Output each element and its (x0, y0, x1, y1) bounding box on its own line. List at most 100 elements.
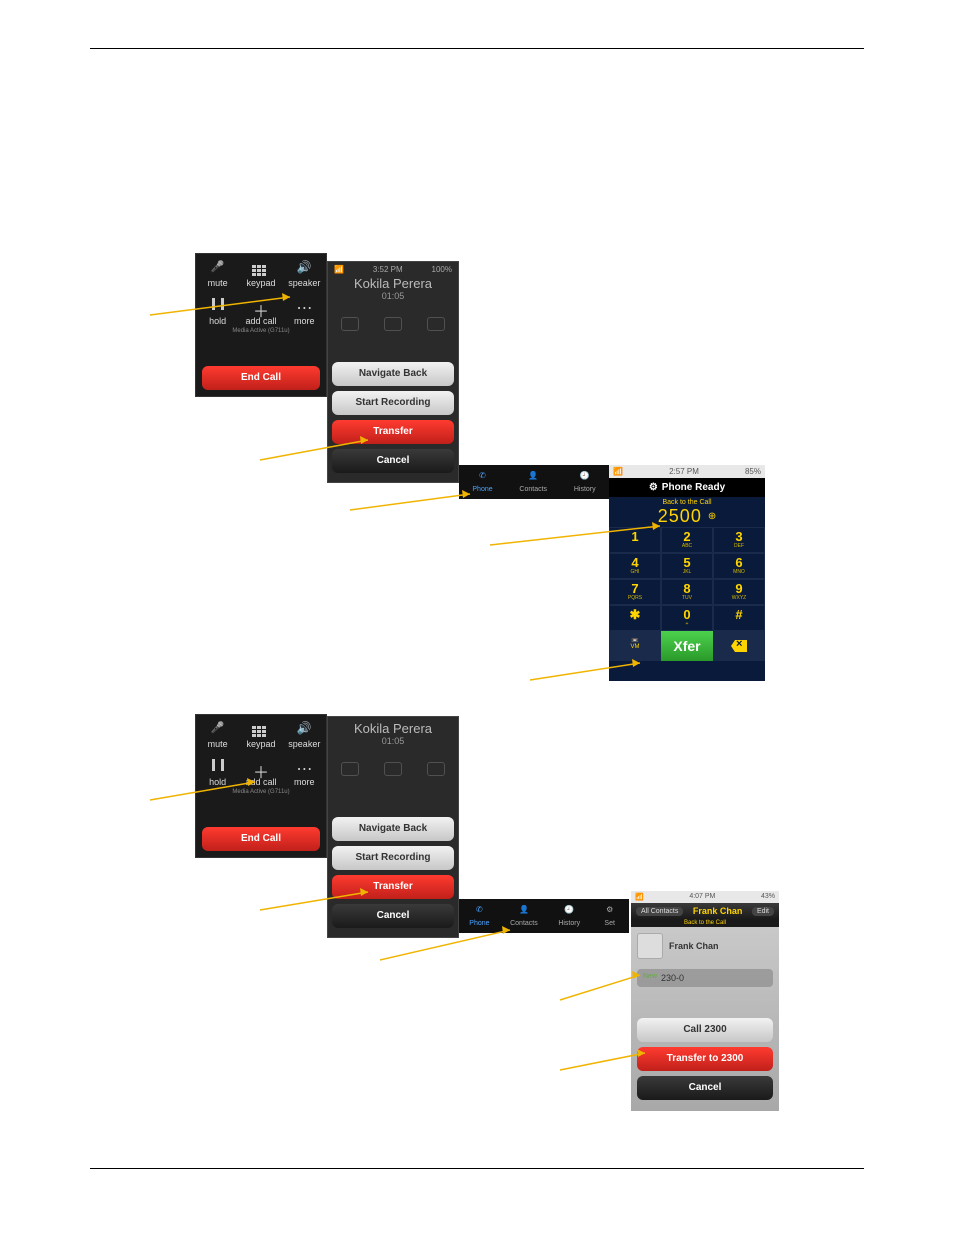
vm-label: VM (631, 644, 640, 650)
caller-name: Kokila Perera (328, 276, 458, 291)
status-time: 3:52 PM (373, 265, 403, 274)
hold-label-b: hold (209, 777, 226, 787)
transfer-button[interactable]: Transfer (332, 420, 454, 444)
incall-panel: mute keypad speaker hold add call more M… (195, 253, 327, 397)
bottom-rule (90, 1168, 864, 1169)
dialkey-#[interactable]: # (713, 605, 765, 631)
edit-button[interactable]: Edit (752, 907, 774, 916)
dialkey-4[interactable]: 4GHI (609, 553, 661, 579)
addcall-label: add call (245, 316, 276, 326)
dialkey-5[interactable]: 5JKL (661, 553, 713, 579)
addcall-label-b: add call (245, 777, 276, 787)
dialer-panel: 📶 2:57 PM 85% ⚙ Phone Ready Back to the … (609, 465, 765, 681)
nav-phone-b[interactable]: ✆ Phone (469, 905, 489, 927)
keypad-button-b[interactable]: keypad (243, 721, 279, 749)
contact-number-field[interactable]: New 230-0 (637, 969, 773, 987)
navigate-back-button[interactable]: Navigate Back (332, 362, 454, 386)
dialkey-0[interactable]: 0+ (661, 605, 713, 631)
transfer-sheet-b: Kokila Perera 01:05 Navigate Back Start … (327, 716, 459, 938)
keypad-button[interactable]: keypad (243, 260, 279, 288)
transfer-button-b[interactable]: Transfer (332, 875, 454, 899)
status-bar: 📶 3:52 PM 100% (328, 262, 458, 274)
dialkey-2[interactable]: 2ABC (661, 527, 713, 553)
all-contacts-button[interactable]: All Contacts (636, 907, 683, 916)
start-recording-button[interactable]: Start Recording (332, 391, 454, 415)
cancel-button-b[interactable]: Cancel (332, 904, 454, 928)
nav-history-b[interactable]: 🕘 History (558, 905, 580, 927)
contact-sig: 📶 (635, 893, 644, 901)
add-icon (250, 298, 272, 314)
endcall-button-b[interactable]: End Call (202, 827, 320, 851)
dim-control-row (328, 317, 458, 331)
phone-ready-bar: ⚙ Phone Ready (609, 478, 765, 497)
contact-status-bar: 📶 4:07 PM 43% (631, 891, 779, 903)
endcall-button[interactable]: End Call (202, 366, 320, 390)
speaker-label-b: speaker (288, 739, 320, 749)
addcall-button-b[interactable]: add call (243, 759, 279, 787)
mute-icon (207, 260, 229, 276)
addcall-button[interactable]: add call (243, 298, 279, 326)
contact-back-to-call[interactable]: Back to the Call (631, 919, 779, 927)
dialkey-✱[interactable]: ✱ (609, 605, 661, 631)
dialkey-7[interactable]: 7PQRS (609, 579, 661, 605)
contact-batt: 43% (761, 893, 775, 901)
phone-icon-b: ✆ (470, 905, 488, 919)
dialer-batt: 85% (745, 467, 761, 476)
mute-button[interactable]: mute (200, 260, 236, 288)
phone-ready-label: Phone Ready (662, 482, 725, 493)
hold-icon-b (207, 759, 229, 775)
nav-phone-label-b: Phone (469, 920, 489, 927)
status-batt: 100% (432, 265, 452, 274)
add-icon-b (250, 759, 272, 775)
avatar (637, 933, 663, 959)
dialkey-3[interactable]: 3DEF (713, 527, 765, 553)
dialkey-9[interactable]: 9WXYZ (713, 579, 765, 605)
dialkey-8[interactable]: 8TUV (661, 579, 713, 605)
hold-button[interactable]: hold (200, 298, 236, 326)
nav-history[interactable]: 🕘 History (574, 471, 596, 493)
nav-phone[interactable]: ✆ Phone (472, 471, 492, 493)
contact-transfer-panel: 📶 4:07 PM 43% All Contacts Frank Chan Ed… (631, 891, 779, 1111)
hold-icon (207, 298, 229, 314)
mute-button-b[interactable]: mute (200, 721, 236, 749)
nav-contacts[interactable]: 👤 Contacts (519, 471, 547, 493)
call-number-button[interactable]: Call 2300 (637, 1018, 773, 1042)
speaker-icon (293, 260, 315, 276)
contact-title: Frank Chan (693, 906, 743, 916)
hold-button-b[interactable]: hold (200, 759, 236, 787)
nav-settings-b[interactable]: ⚙ Set (601, 905, 619, 927)
dialkey-1[interactable]: 1 (609, 527, 661, 553)
transfer-to-button[interactable]: Transfer to 2300 (637, 1047, 773, 1071)
cancel-button[interactable]: Cancel (332, 449, 454, 473)
speaker-icon-b (293, 721, 315, 737)
back-to-call-link[interactable]: Back to the Call (609, 497, 765, 506)
field-val: 230-0 (661, 973, 684, 983)
incall-panel-b: mute keypad speaker hold add call more M… (195, 714, 327, 858)
contacts-add-icon[interactable]: ⊕ (708, 511, 716, 522)
call-duration-b: 01:05 (328, 736, 458, 746)
more-button-b[interactable]: more (286, 759, 322, 787)
mute-label-b: mute (208, 739, 228, 749)
nav-contacts-label-b: Contacts (510, 920, 538, 927)
delete-button[interactable] (713, 631, 765, 661)
nav-contacts-b[interactable]: 👤 Contacts (510, 905, 538, 927)
speaker-button-b[interactable]: speaker (286, 721, 322, 749)
more-button[interactable]: more (286, 298, 322, 326)
dialer-status-bar: 📶 2:57 PM 85% (609, 465, 765, 478)
dialed-number: 2500 (658, 506, 702, 527)
dialkey-6[interactable]: 6MNO (713, 553, 765, 579)
navigate-back-button-b[interactable]: Navigate Back (332, 817, 454, 841)
nav-bar: ✆ Phone 👤 Contacts 🕘 History (459, 465, 609, 499)
contact-cancel-button[interactable]: Cancel (637, 1076, 773, 1100)
speaker-label: speaker (288, 278, 320, 288)
vm-button[interactable]: 📼 VM (609, 631, 661, 661)
media-status: Media Active (G711u) (196, 328, 326, 334)
nav-phone-label: Phone (472, 486, 492, 493)
more-label: more (294, 316, 315, 326)
speaker-button[interactable]: speaker (286, 260, 322, 288)
xfer-button[interactable]: Xfer (661, 631, 713, 661)
start-recording-button-b[interactable]: Start Recording (332, 846, 454, 870)
contact-time: 4:07 PM (689, 893, 715, 901)
call-duration: 01:05 (328, 291, 458, 301)
guide-arrows (0, 0, 954, 1235)
